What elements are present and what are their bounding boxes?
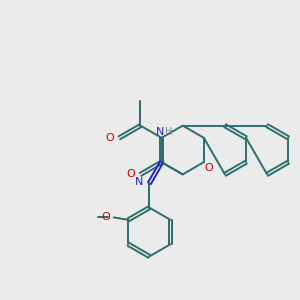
Text: O: O [204,163,213,173]
Text: O: O [126,169,135,179]
Text: N: N [134,177,143,187]
Text: N: N [156,128,164,137]
Text: O: O [105,133,114,143]
Text: O: O [101,212,110,222]
Text: H: H [165,127,173,137]
